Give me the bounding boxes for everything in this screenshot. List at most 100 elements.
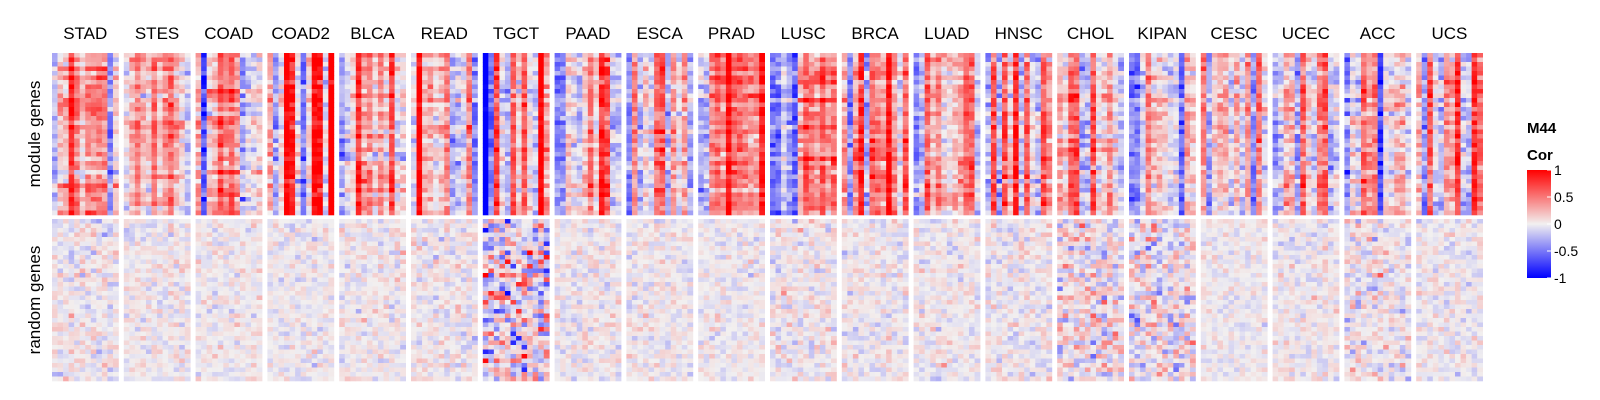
heatmap-cell xyxy=(422,147,428,153)
heatmap-cell xyxy=(85,116,92,121)
heatmap-cell xyxy=(223,223,230,229)
heatmap-cell xyxy=(179,340,186,346)
heatmap-cell xyxy=(90,286,97,292)
heatmap-cell xyxy=(129,197,136,202)
heatmap-cell xyxy=(328,358,335,364)
heatmap-cell xyxy=(328,264,335,269)
heatmap-cell xyxy=(438,89,445,94)
heatmap-cell xyxy=(438,80,445,85)
heatmap-cell xyxy=(300,188,307,193)
heatmap-cell xyxy=(272,138,279,144)
heatmap-cell xyxy=(162,156,169,162)
heatmap-cell xyxy=(460,174,467,180)
heatmap-cell xyxy=(344,75,351,81)
heatmap-cell xyxy=(267,313,274,319)
heatmap-cell xyxy=(289,210,296,216)
heatmap-cell xyxy=(295,268,301,274)
heatmap-cell xyxy=(201,197,207,202)
heatmap-cell xyxy=(223,143,230,148)
heatmap-cell xyxy=(151,219,158,224)
heatmap-cell xyxy=(350,143,357,148)
heatmap-cell xyxy=(311,345,318,350)
heatmap-cell xyxy=(256,304,263,310)
heatmap-cell xyxy=(162,340,169,346)
heatmap-cell xyxy=(195,62,202,67)
heatmap-cell xyxy=(52,268,58,274)
heatmap-cell xyxy=(145,354,152,359)
heatmap-cell xyxy=(79,53,86,58)
heatmap-cell xyxy=(394,282,401,287)
heatmap-cell xyxy=(168,219,174,224)
heatmap-cell xyxy=(206,358,213,364)
heatmap-cell xyxy=(361,80,368,85)
heatmap-cell xyxy=(184,300,191,305)
heatmap-cell xyxy=(422,219,428,224)
heatmap-cell xyxy=(306,219,313,224)
heatmap-cell xyxy=(339,57,346,63)
heatmap-cell xyxy=(162,358,169,364)
heatmap-cell xyxy=(394,143,401,148)
heatmap-cell xyxy=(295,66,301,72)
heatmap-cell xyxy=(245,197,252,202)
heatmap-cell xyxy=(101,210,108,216)
heatmap-cell xyxy=(173,143,180,148)
heatmap-cell xyxy=(284,277,290,283)
heatmap-cell xyxy=(339,345,346,350)
heatmap-cell xyxy=(251,255,257,260)
heatmap-cell xyxy=(79,349,86,355)
heatmap-cell xyxy=(195,183,202,189)
heatmap-cell xyxy=(129,75,136,81)
heatmap-cell xyxy=(455,237,462,242)
heatmap-cell xyxy=(322,268,329,274)
heatmap-cell xyxy=(366,201,373,207)
heatmap-cell xyxy=(256,71,263,76)
heatmap-cell xyxy=(52,300,58,305)
heatmap-cell xyxy=(228,277,235,283)
heatmap-cell xyxy=(151,93,158,99)
heatmap-cell xyxy=(306,179,313,184)
heatmap-cell xyxy=(162,89,169,94)
heatmap-cell xyxy=(267,264,274,269)
heatmap-cell xyxy=(151,318,158,323)
heatmap-cell xyxy=(344,286,351,292)
heatmap-cell xyxy=(394,62,401,67)
heatmap-cell xyxy=(63,98,69,103)
heatmap-cell xyxy=(449,111,456,117)
heatmap-cell xyxy=(52,170,58,175)
heatmap-cell xyxy=(251,300,257,305)
heatmap-cell xyxy=(289,111,296,117)
heatmap-cell xyxy=(256,125,263,130)
heatmap-cell xyxy=(157,363,163,368)
heatmap-cell xyxy=(311,53,318,58)
heatmap-cell xyxy=(201,80,207,85)
heatmap-cell xyxy=(400,304,406,310)
column-title-esca: ESCA xyxy=(637,24,684,43)
heatmap-cell xyxy=(289,179,296,184)
heatmap-cell xyxy=(195,367,202,373)
heatmap-cell xyxy=(184,125,191,130)
heatmap-cell xyxy=(101,219,108,224)
heatmap-cell xyxy=(460,237,467,242)
heatmap-cell xyxy=(455,277,462,283)
heatmap-cell xyxy=(184,336,191,341)
heatmap-cell xyxy=(295,188,301,193)
heatmap-cell xyxy=(145,129,152,135)
heatmap-cell xyxy=(251,53,257,58)
heatmap-cell xyxy=(350,93,357,99)
heatmap-cell xyxy=(272,98,279,103)
heatmap-cell xyxy=(438,241,445,247)
heatmap-cell xyxy=(245,322,252,328)
heatmap-cell xyxy=(284,75,290,81)
heatmap-cell xyxy=(206,93,213,99)
heatmap-cell xyxy=(339,192,346,198)
heatmap-cell xyxy=(366,98,373,103)
heatmap-cell xyxy=(162,313,169,319)
heatmap-cell xyxy=(449,170,456,175)
heatmap-cell xyxy=(134,102,141,108)
heatmap-cell xyxy=(394,363,401,368)
heatmap-cell xyxy=(328,241,335,247)
heatmap-cell xyxy=(272,228,279,233)
heatmap-cell xyxy=(267,93,274,99)
heatmap-cell xyxy=(389,107,395,112)
heatmap-cell xyxy=(157,188,163,193)
